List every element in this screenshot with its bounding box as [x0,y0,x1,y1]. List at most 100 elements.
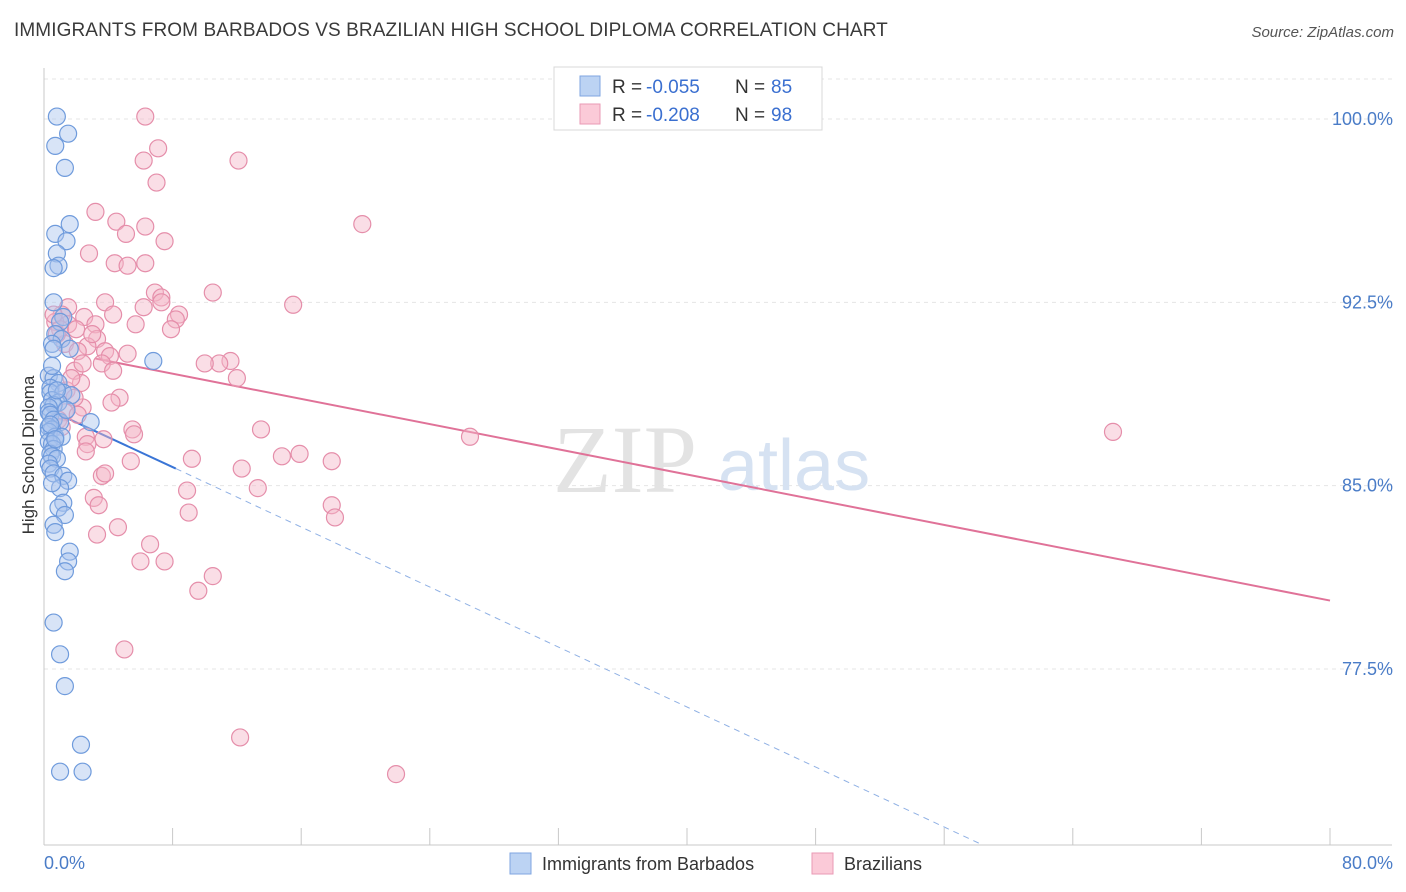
barbados-point-61 [50,645,70,664]
brazilians-point-43 [92,354,111,373]
legend-n-value-barbados: 85 [771,77,792,98]
barbados-point-59 [55,562,74,581]
y-tick-label-2: 85.0% [1342,476,1393,496]
barbados-point-62 [55,677,74,696]
brazilians-point-61 [1103,422,1123,441]
brazilians-point-59 [76,427,95,446]
barbados-point-63 [71,735,91,754]
brazilians-point-80 [108,518,128,537]
brazilians-point-57 [251,420,271,439]
barbados-point-34 [81,413,100,432]
y-tick-label-1: 92.5% [1342,292,1393,312]
x-tick-label-left: 0.0% [44,853,85,873]
brazilians-point-60 [460,427,480,446]
brazilians-point-97 [118,344,137,363]
trend-layer-barbados [43,406,983,846]
barbados-point-58 [59,552,78,571]
brazilians-point-40 [221,351,240,371]
watermark-zip: ZIP [553,406,697,513]
brazilians-point-83 [131,552,150,571]
brazilians-point-86 [189,581,208,600]
barbados-point-8 [49,256,68,275]
barbados-point-11 [54,307,73,327]
bottom-legend-swatch-barbados [509,852,532,875]
brazilians-point-31 [126,315,145,334]
trend-line-barbados-extrapolated [175,468,983,846]
barbados-point-64 [50,762,70,781]
barbados-point-5 [46,224,65,243]
brazilians-point-11 [79,244,99,263]
barbados-point-6 [57,232,76,251]
x-tick-label-right: 80.0% [1342,853,1393,873]
brazilians-point-46 [227,369,246,388]
barbados-point-60 [44,613,63,632]
brazilians-point-17 [152,288,171,307]
brazilians-point-25 [169,305,189,324]
barbados-point-65 [73,762,92,781]
barbados-point-9 [44,259,63,278]
brazilians-point-28 [166,310,185,329]
grid-layer [44,78,1392,670]
brazilians-point-89 [386,765,406,784]
legend-r-value-barbados: -0.055 [646,77,700,98]
bottom-legend-swatch-brazilians [811,852,834,875]
brazilians-point-76 [89,496,108,515]
legend-swatch-brazilians [579,103,601,125]
legend-series: Immigrants from Barbados Brazilians [509,852,922,875]
brazilians-point-1 [149,139,168,158]
legend-r-label-brazilians: R = [612,105,642,126]
brazilians-point-64 [76,442,95,461]
brazilians-point-71 [92,466,111,485]
barbados-point-18 [144,351,163,371]
brazilians-point-45 [104,361,123,380]
legend-n-label-barbados: N = [735,77,765,98]
barbados-point-16 [44,339,63,358]
barbados-point-70 [46,430,65,449]
brazilians-point-5 [86,202,105,221]
brazilians-point-66 [272,447,292,466]
barbados-point-56 [46,523,65,542]
points-brazilians [44,107,1123,784]
brazilians-point-70 [232,459,251,478]
brazilians-point-73 [248,479,267,498]
brazilians-point-10 [155,232,174,251]
legend-n-label-brazilians: N = [735,105,765,126]
barbados-point-68 [57,400,76,419]
brazilians-point-24 [104,305,123,324]
chart-title: IMMIGRANTS FROM BARBADOS VS BRAZILIAN HI… [14,20,888,41]
brazilians-point-74 [177,481,197,500]
legend-r-value-brazilians: -0.208 [646,105,700,126]
trend-line-brazilians [95,357,1331,602]
brazilians-point-92 [73,354,92,373]
brazilians-point-9 [116,224,136,243]
brazilians-point-14 [118,256,137,275]
barbados-point-66 [42,356,62,375]
brazilians-point-62 [94,430,113,449]
y-tick-label-0: 100.0% [1332,109,1393,129]
legend-correlation: R = -0.055 N = 85 R = -0.208 N = 98 [553,66,823,131]
bottom-legend-label-barbados: Immigrants from Barbados [542,854,754,874]
barbados-point-69 [41,415,60,434]
brazilians-point-69 [121,452,140,471]
brazilians-point-13 [136,254,155,273]
barbados-point-0 [47,107,66,126]
bottom-legend-label-brazilians: Brazilians [844,854,922,874]
brazilians-point-78 [325,508,345,527]
brazilians-point-81 [87,525,107,544]
brazilians-point-7 [136,217,155,236]
brazilians-point-41 [210,354,229,373]
brazilians-point-79 [179,503,198,522]
brazilians-point-58 [124,425,144,444]
brazilians-point-82 [140,535,160,554]
barbados-point-55 [44,515,63,534]
brazilians-point-85 [203,567,222,586]
trend-line-barbados [43,406,177,470]
brazilians-point-65 [182,449,201,468]
brazilians-point-96 [161,320,181,339]
brazilians-point-42 [195,354,214,373]
brazilians-point-3 [229,151,248,170]
points-barbados [39,107,163,781]
legend-n-value-brazilians: 98 [771,105,792,126]
brazilians-point-67 [290,444,309,463]
legend-r-label-barbados: R = [612,77,642,98]
